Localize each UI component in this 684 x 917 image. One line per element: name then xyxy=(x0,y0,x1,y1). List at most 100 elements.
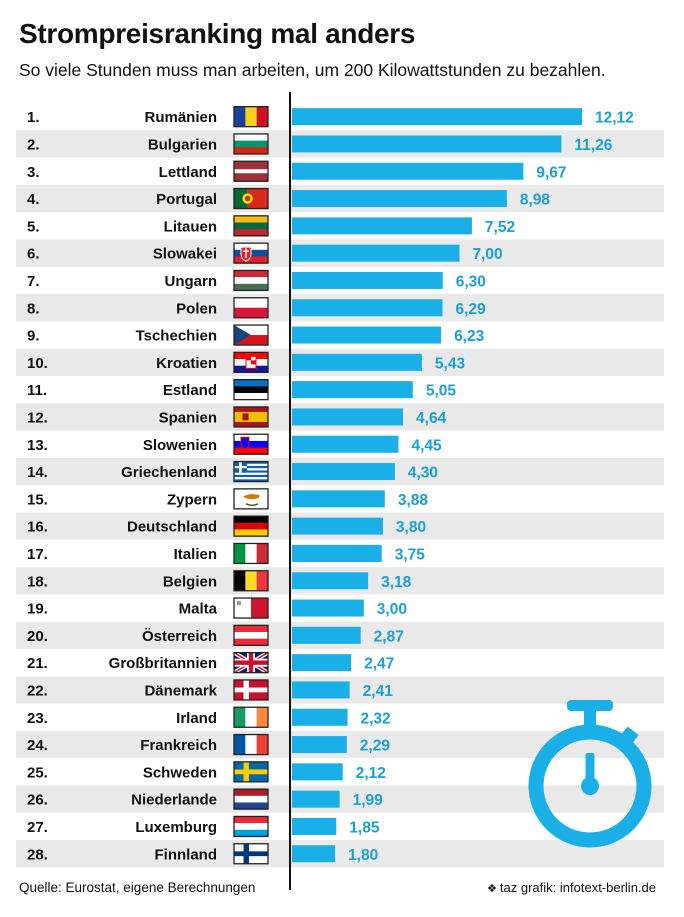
country-label: Deutschland xyxy=(127,519,217,536)
flag-border xyxy=(233,515,269,537)
bar xyxy=(292,544,382,562)
credit-note: ❖ taz grafik: infotext-berlin.de xyxy=(487,880,656,895)
bar xyxy=(292,244,460,262)
chart-subtitle: So viele Stunden muss man arbeiten, um 2… xyxy=(19,60,606,80)
bar xyxy=(292,408,404,426)
rank-label: 15. xyxy=(27,491,48,508)
country-label: Litauen xyxy=(164,218,217,235)
flag-border xyxy=(233,815,269,838)
spain-flag xyxy=(233,406,269,428)
flag-border xyxy=(233,570,269,592)
stopwatch-dial xyxy=(528,724,652,848)
country-label: Schweden xyxy=(143,764,217,781)
slovakia-flag xyxy=(233,242,269,264)
chart-row: 13. Slowenien 4,45 xyxy=(27,433,442,455)
rank-label: 3. xyxy=(27,164,40,181)
bar xyxy=(292,845,336,863)
country-label: Spanien xyxy=(159,409,217,426)
chart-row: 7. Ungarn 6,30 xyxy=(27,269,486,292)
estonia-flag xyxy=(233,378,269,401)
flag-border xyxy=(233,733,269,756)
rank-label: 26. xyxy=(27,792,48,809)
finland-flag xyxy=(233,843,269,865)
country-label: Ungarn xyxy=(165,273,218,290)
sweden-flag xyxy=(233,761,269,783)
flag-border xyxy=(233,460,269,483)
flag-border xyxy=(233,269,269,292)
value-label: 11,26 xyxy=(574,137,612,154)
chart-row: 2. Bulgarien 11,26 xyxy=(27,133,613,155)
rank-label: 24. xyxy=(27,737,48,754)
flag-border xyxy=(233,324,269,346)
country-label: Bulgarien xyxy=(148,136,217,153)
flag-border xyxy=(233,378,269,401)
chart-row: 22. Dänemark 2,41 xyxy=(27,679,393,701)
value-label: 5,43 xyxy=(435,355,466,372)
value-label: 1,99 xyxy=(353,792,384,809)
value-label: 6,23 xyxy=(454,328,485,345)
bar xyxy=(292,736,347,754)
bar xyxy=(292,217,472,235)
rank-label: 20. xyxy=(27,628,48,645)
value-label: 3,80 xyxy=(396,519,426,536)
chart-row: 6. Slowakei 7,00 xyxy=(27,242,503,264)
country-label: Dänemark xyxy=(144,682,217,699)
country-label: Polen xyxy=(176,300,217,317)
country-label: Slowakei xyxy=(153,246,217,263)
chart-row: 1. Rumänien 12,12 xyxy=(27,106,634,128)
bar xyxy=(292,599,364,617)
bar xyxy=(292,517,383,535)
rank-label: 13. xyxy=(27,437,48,454)
value-label: 5,05 xyxy=(426,383,457,400)
value-label: 4,45 xyxy=(411,437,442,454)
credit-text: taz grafik: infotext-berlin.de xyxy=(499,880,656,895)
country-label: Luxemburg xyxy=(135,819,217,836)
rank-label: 2. xyxy=(27,136,40,153)
value-label: 2,47 xyxy=(364,656,394,673)
country-label: Portugal xyxy=(156,191,217,208)
bar xyxy=(292,135,562,153)
germany-flag xyxy=(233,515,269,537)
rank-label: 17. xyxy=(27,546,48,563)
flag-border xyxy=(233,542,269,565)
chart-row: 5. Litauen 7,52 xyxy=(27,215,515,237)
country-label: Slowenien xyxy=(143,437,217,454)
cyprus-flag xyxy=(233,488,269,510)
country-label: Kroatien xyxy=(156,355,217,372)
chart-row: 9. Tschechien 6,23 xyxy=(27,324,485,346)
chart-row: 28. Finnland 1,80 xyxy=(27,843,378,865)
country-label: Zypern xyxy=(167,491,217,508)
country-label: Malta xyxy=(179,601,218,618)
austria-flag xyxy=(233,624,269,646)
bar xyxy=(292,271,443,289)
source-note: Quelle: Eurostat, eigene Berechnungen xyxy=(19,880,256,895)
value-label: 7,00 xyxy=(472,246,502,263)
rank-label: 16. xyxy=(27,519,48,536)
country-label: Irland xyxy=(176,710,217,727)
chart-row: 11. Estland 5,05 xyxy=(27,378,457,401)
poland-flag xyxy=(233,297,269,319)
value-label: 6,30 xyxy=(456,273,486,290)
value-label: 3,18 xyxy=(381,574,412,591)
flag-border xyxy=(233,433,269,455)
croatia-flag xyxy=(233,351,269,374)
rank-label: 18. xyxy=(27,573,48,590)
chart-row: 19. Malta 3,00 xyxy=(27,597,407,619)
rank-label: 1. xyxy=(27,109,40,126)
czechia-flag xyxy=(233,324,269,346)
chart-row: 26. Niederlande 1,99 xyxy=(27,788,384,810)
flag-border xyxy=(233,406,269,428)
value-label: 1,85 xyxy=(349,819,380,836)
row-stripes xyxy=(16,130,664,868)
value-label: 4,30 xyxy=(408,465,438,482)
country-label: Griechenland xyxy=(121,464,217,481)
bar xyxy=(292,463,395,481)
country-label: Lettland xyxy=(159,164,217,181)
stopwatch-stem xyxy=(584,710,596,726)
value-label: 2,12 xyxy=(356,765,386,782)
rank-label: 11. xyxy=(27,382,47,399)
bar xyxy=(292,681,350,699)
bar xyxy=(292,353,422,371)
rank-label: 9. xyxy=(27,328,40,345)
value-label: 8,98 xyxy=(520,192,551,209)
